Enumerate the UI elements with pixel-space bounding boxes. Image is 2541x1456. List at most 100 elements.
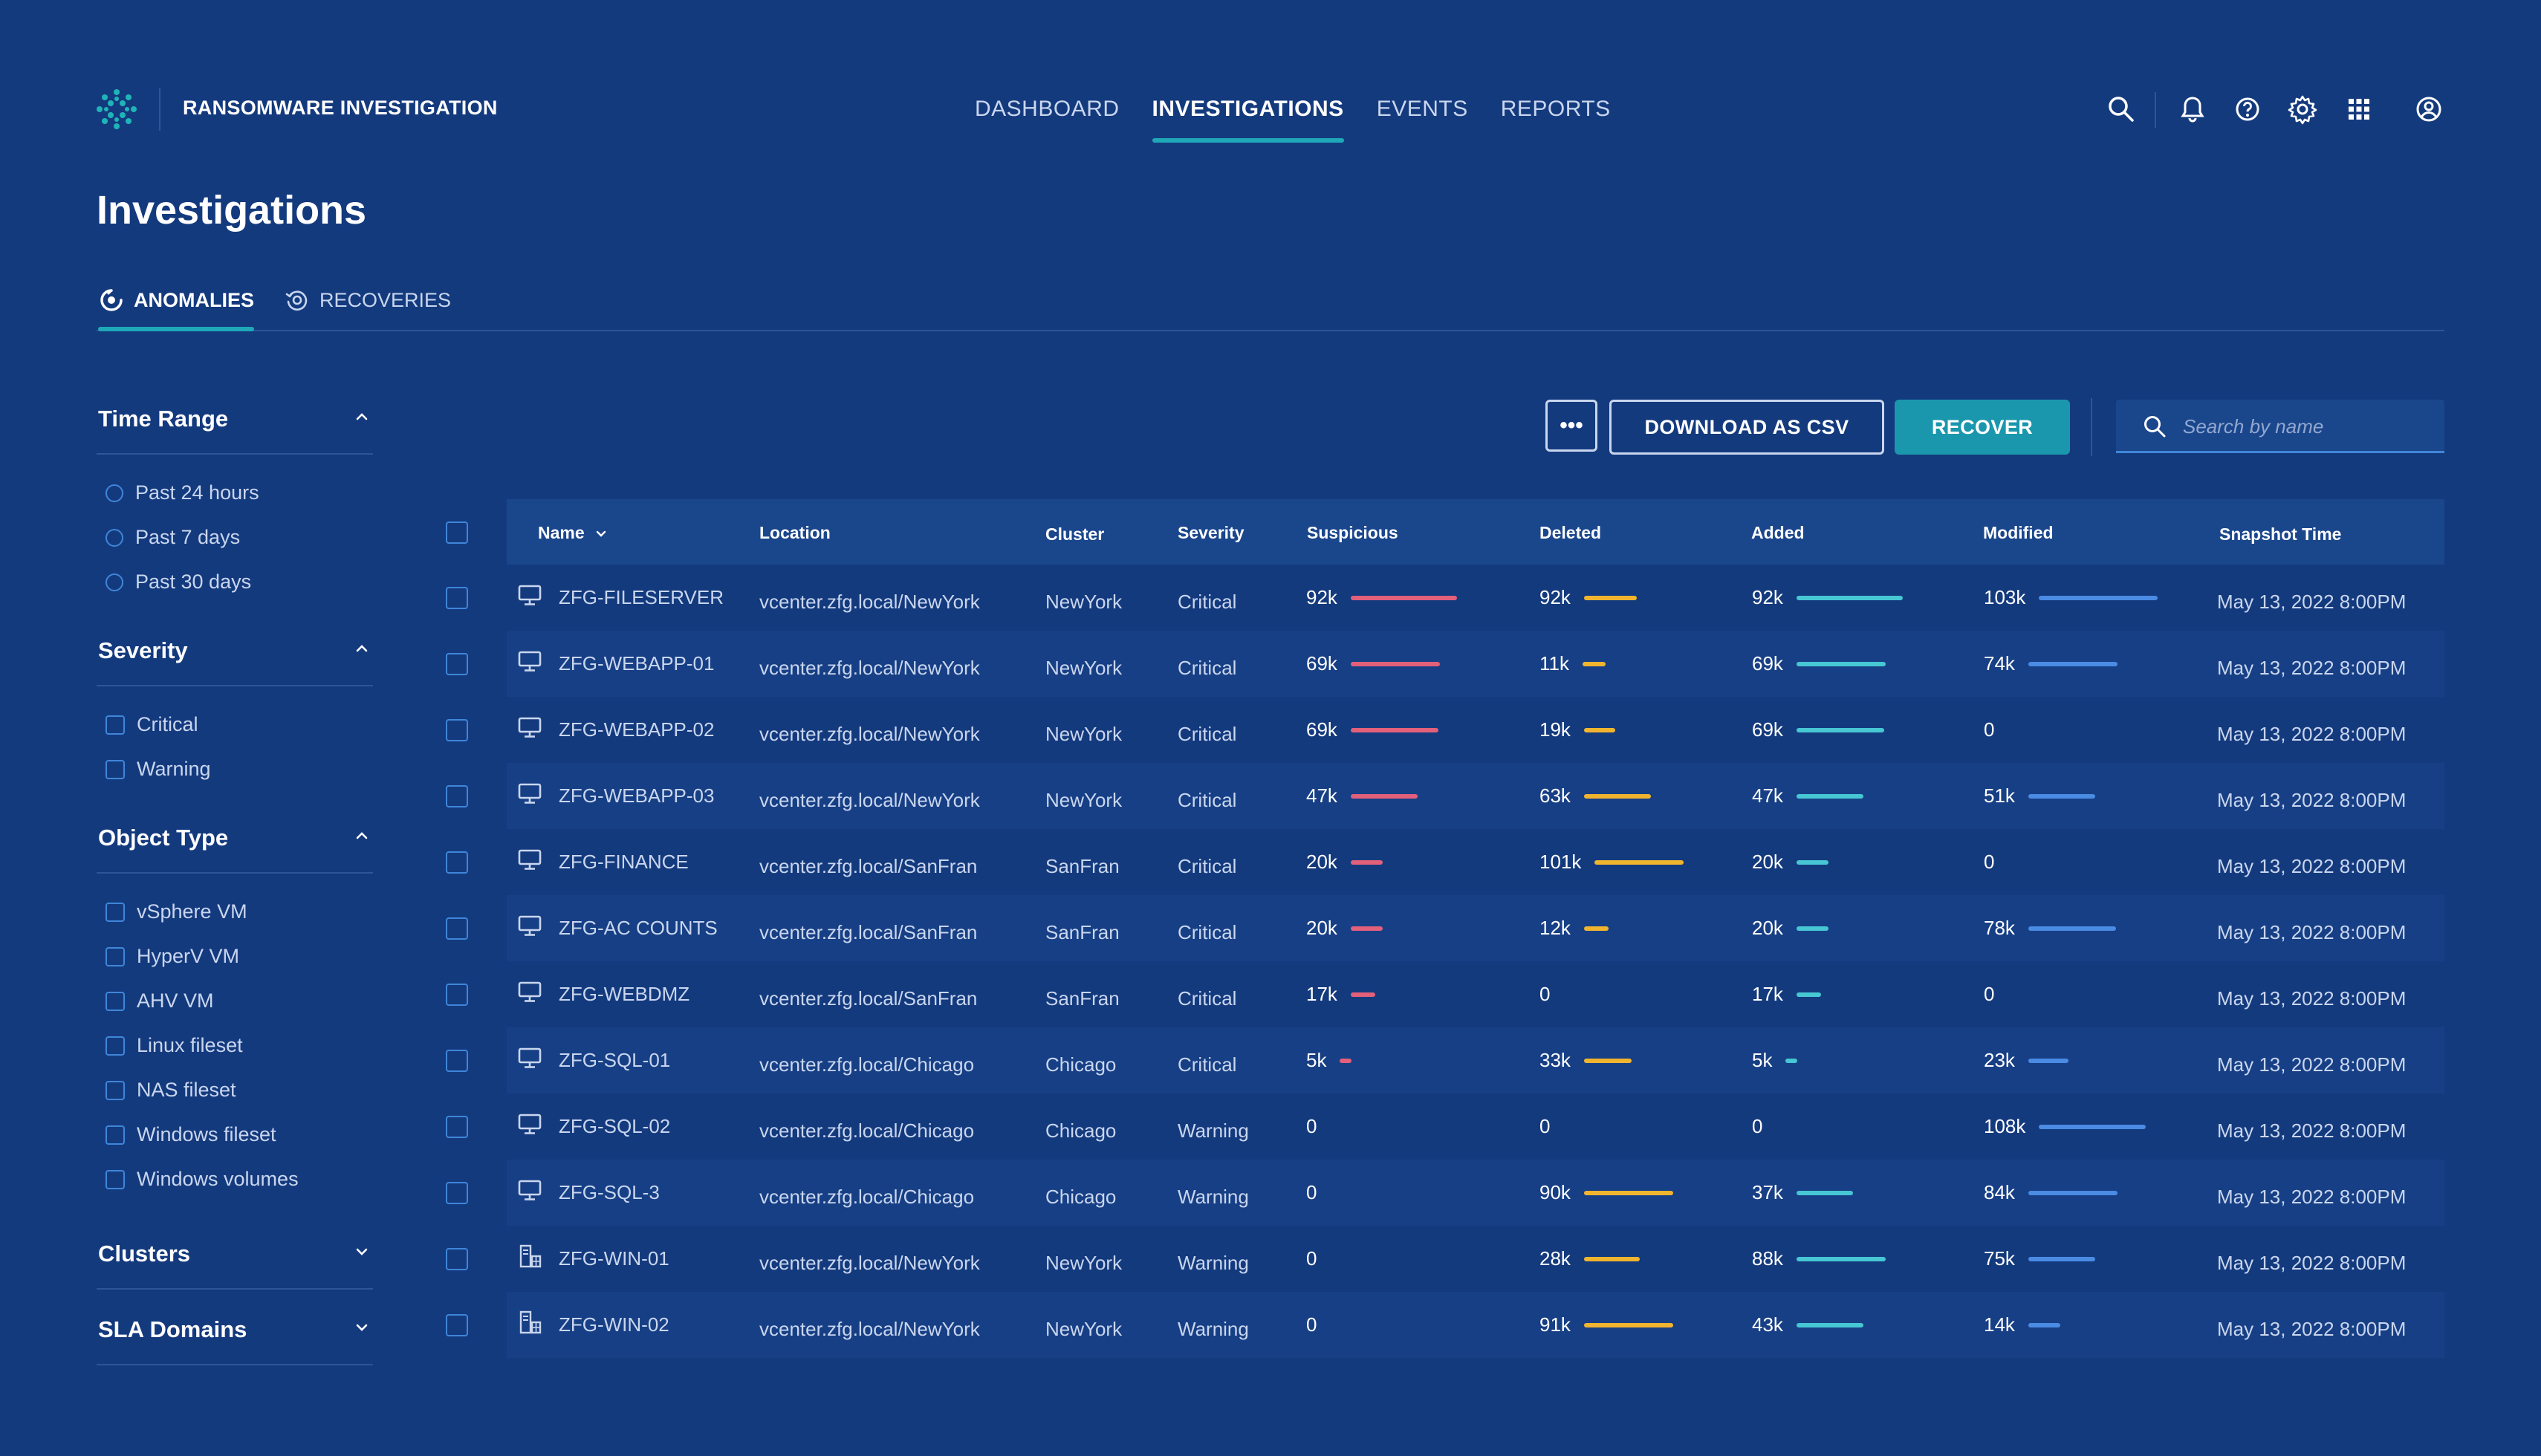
search-icon[interactable]: [2106, 94, 2137, 125]
filter-sla-domains-header[interactable]: SLA Domains: [97, 1312, 373, 1365]
monitor-icon: [517, 1111, 542, 1142]
row-name-cell[interactable]: ZFG-WIN-01: [517, 1226, 669, 1292]
filter-clusters: Clusters: [97, 1236, 373, 1290]
nav-events[interactable]: EVENTS: [1376, 97, 1468, 121]
nav-investigations[interactable]: INVESTIGATIONS: [1152, 97, 1344, 143]
row-checkbox[interactable]: [446, 653, 468, 675]
option-label: vSphere VM: [137, 900, 247, 923]
row-name-cell[interactable]: ZFG-WEBAPP-03: [517, 763, 714, 829]
table-row[interactable]: ZFG-FILESERVER vcenter.zfg.local/NewYork N…: [507, 565, 2444, 631]
table-row[interactable]: ZFG-WIN-02 vcenter.zfg.local/NewYork NewYo…: [507, 1292, 2444, 1358]
radio-button[interactable]: [106, 528, 123, 547]
tab-recoveries[interactable]: RECOVERIES: [284, 287, 451, 313]
col-header-modified[interactable]: Modified: [1983, 523, 2054, 542]
row-checkbox[interactable]: [446, 984, 468, 1006]
nav-reports[interactable]: REPORTS: [1500, 97, 1611, 121]
row-checkbox[interactable]: [446, 1050, 468, 1072]
object-option-windows-fileset[interactable]: Windows fileset: [106, 1123, 276, 1146]
row-name-cell[interactable]: ZFG-SQL-3: [517, 1160, 660, 1226]
object-option-ahv[interactable]: AHV VM: [106, 989, 214, 1013]
table-row[interactable]: ZFG-WEBDMZ vcenter.zfg.local/SanFran SanFr…: [507, 961, 2444, 1027]
table-row[interactable]: ZFG-SQL-3 vcenter.zfg.local/Chicago Chicag…: [507, 1160, 2444, 1226]
severity-option-critical[interactable]: Critical: [106, 713, 198, 736]
row-name-cell[interactable]: ZFG-WEBAPP-01: [517, 631, 714, 697]
row-checkbox[interactable]: [446, 917, 468, 940]
col-header-snapshot-time[interactable]: Snapshot Time: [2219, 524, 2342, 544]
row-checkbox[interactable]: [446, 851, 468, 874]
suspicious-bar: [1350, 595, 1457, 600]
filter-time-range-header[interactable]: Time Range: [97, 401, 373, 455]
col-header-name[interactable]: Name: [538, 523, 609, 543]
table-row[interactable]: ZFG-WEBAPP-01 vcenter.zfg.local/NewYork Ne…: [507, 631, 2444, 697]
col-header-suspicious[interactable]: Suspicious: [1307, 523, 1398, 542]
download-csv-button[interactable]: DOWNLOAD AS CSV: [1609, 400, 1884, 455]
row-name-cell[interactable]: ZFG-FINANCE: [517, 829, 689, 895]
row-name-cell[interactable]: ZFG-FILESERVER: [517, 565, 724, 631]
filter-severity-header[interactable]: Severity: [97, 633, 373, 686]
table-row[interactable]: ZFG-WEBAPP-03 vcenter.zfg.local/NewYork Ne…: [507, 763, 2444, 829]
row-name-cell[interactable]: ZFG-WEBDMZ: [517, 961, 689, 1027]
checkbox[interactable]: [106, 759, 125, 779]
object-option-hyperv[interactable]: HyperV VM: [106, 945, 239, 968]
gear-icon[interactable]: [2287, 94, 2318, 125]
row-checkbox[interactable]: [446, 1116, 468, 1138]
bell-icon[interactable]: [2177, 94, 2208, 125]
filter-clusters-header[interactable]: Clusters: [97, 1236, 373, 1290]
radio-button[interactable]: [106, 573, 123, 591]
help-icon[interactable]: [2232, 94, 2263, 125]
object-option-windows-volumes[interactable]: Windows volumes: [106, 1168, 299, 1191]
apps-grid-icon[interactable]: [2343, 94, 2375, 125]
row-name-cell[interactable]: ZFG-SQL-01: [517, 1027, 670, 1093]
col-header-added[interactable]: Added: [1751, 523, 1805, 542]
time-option-24h[interactable]: Past 24 hours: [106, 481, 259, 504]
deleted-bar: [1583, 595, 1637, 600]
checkbox[interactable]: [106, 1036, 125, 1056]
row-name-cell[interactable]: ZFG-AC COUNTS: [517, 895, 718, 961]
tab-anomalies[interactable]: ANOMALIES: [98, 287, 254, 331]
checkbox[interactable]: [106, 991, 125, 1011]
row-checkbox[interactable]: [446, 785, 468, 807]
object-option-nas[interactable]: NAS fileset: [106, 1079, 236, 1102]
search-box[interactable]: [2116, 400, 2444, 453]
col-header-location[interactable]: Location: [759, 523, 831, 542]
nav-dashboard[interactable]: DASHBOARD: [975, 97, 1120, 121]
checkbox[interactable]: [106, 902, 125, 922]
row-suspicious-value: 47k: [1306, 784, 1337, 807]
anomaly-icon: [100, 289, 123, 311]
recover-button[interactable]: RECOVER: [1895, 400, 2070, 455]
filter-object-type-header[interactable]: Object Type: [97, 820, 373, 874]
row-name-cell[interactable]: ZFG-WEBAPP-02: [517, 697, 714, 763]
table-row[interactable]: ZFG-AC COUNTS vcenter.zfg.local/SanFran Sa…: [507, 895, 2444, 961]
checkbox[interactable]: [106, 1080, 125, 1100]
radio-button[interactable]: [106, 484, 123, 502]
checkbox[interactable]: [106, 1125, 125, 1145]
row-name-cell[interactable]: ZFG-WIN-02: [517, 1292, 669, 1358]
checkbox[interactable]: [106, 1169, 125, 1189]
row-name-cell[interactable]: ZFG-SQL-02: [517, 1093, 670, 1160]
time-option-7d[interactable]: Past 7 days: [106, 526, 240, 549]
checkbox[interactable]: [106, 715, 125, 735]
object-option-linux[interactable]: Linux fileset: [106, 1034, 243, 1057]
table-row[interactable]: ZFG-WEBAPP-02 vcenter.zfg.local/NewYork Ne…: [507, 697, 2444, 763]
severity-option-warning[interactable]: Warning: [106, 758, 211, 781]
table-row[interactable]: ZFG-SQL-01 vcenter.zfg.local/Chicago Chica…: [507, 1027, 2444, 1093]
col-header-cluster[interactable]: Cluster: [1045, 524, 1105, 544]
table-row[interactable]: ZFG-WIN-01 vcenter.zfg.local/NewYork NewYo…: [507, 1226, 2444, 1293]
select-all-checkbox[interactable]: [446, 521, 468, 544]
row-checkbox[interactable]: [446, 1314, 468, 1336]
user-account-icon[interactable]: [2413, 94, 2444, 125]
col-header-severity[interactable]: Severity: [1178, 523, 1244, 542]
object-option-vsphere[interactable]: vSphere VM: [106, 900, 247, 923]
row-checkbox[interactable]: [446, 587, 468, 609]
search-input[interactable]: [2181, 409, 2430, 444]
row-checkbox[interactable]: [446, 1248, 468, 1270]
col-header-deleted[interactable]: Deleted: [1539, 523, 1602, 542]
row-modified-value: 23k: [1984, 1049, 2015, 1071]
time-option-30d[interactable]: Past 30 days: [106, 571, 251, 594]
more-actions-button[interactable]: •••: [1545, 400, 1597, 452]
table-row[interactable]: ZFG-FINANCE vcenter.zfg.local/SanFran SanF…: [507, 829, 2444, 895]
row-checkbox[interactable]: [446, 719, 468, 741]
table-row[interactable]: ZFG-SQL-02 vcenter.zfg.local/Chicago Chica…: [507, 1093, 2444, 1160]
row-checkbox[interactable]: [446, 1182, 468, 1204]
checkbox[interactable]: [106, 946, 125, 966]
